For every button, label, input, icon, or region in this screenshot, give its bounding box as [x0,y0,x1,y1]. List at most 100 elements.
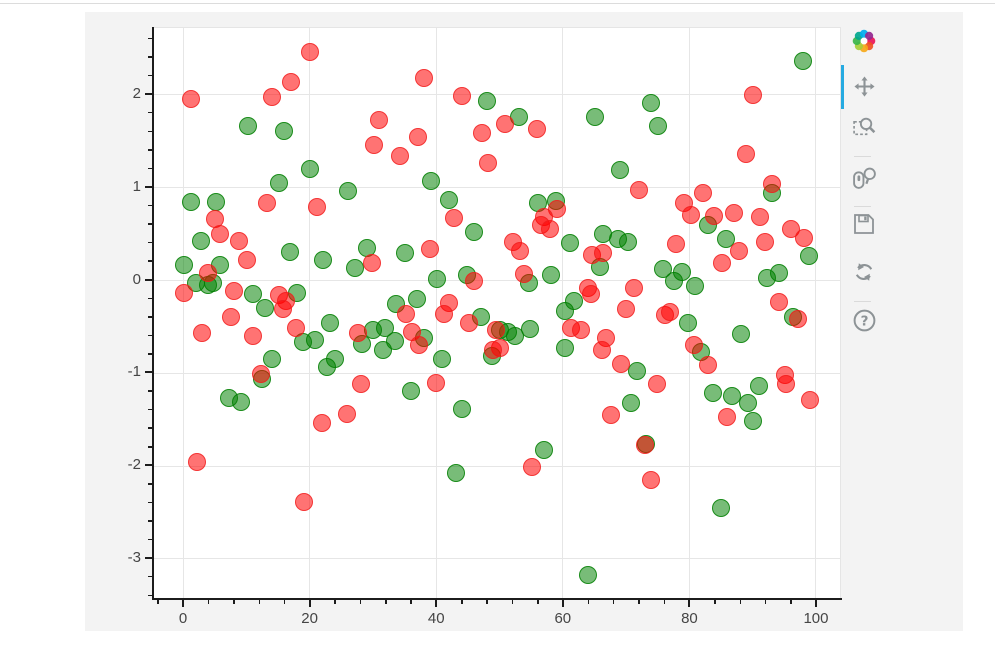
scatter-point-red [282,72,301,91]
x-minor-tick [663,600,666,604]
scatter-point-green [386,331,405,350]
scatter-point-green [744,411,763,430]
y-major-tick [145,464,152,467]
y-minor-tick [148,408,152,411]
x-tick-label: 60 [554,610,572,627]
y-gridline [153,465,840,467]
y-tick-label: 0 [132,270,141,288]
scatter-point-red [483,341,502,360]
scatter-point-red [415,69,434,88]
plot-area[interactable] [153,27,841,598]
scatter-point-red [601,406,620,425]
x-minor-tick [233,600,235,604]
scatter-point-green [800,247,819,266]
scatter-point-green [439,190,458,209]
help-tool-button[interactable]: ? [850,309,878,337]
x-major-tick [182,600,185,607]
save-tool-icon [852,212,876,241]
scatter-point-red [459,314,478,333]
scatter-point-green [174,255,193,274]
scatter-point-red [636,435,655,454]
scatter-point-red [313,414,332,433]
scatter-point-red [763,174,782,193]
scatter-point-green [586,108,605,127]
scatter-point-red [301,43,320,62]
scatter-point-red [294,493,313,512]
y-tick-label: -1 [127,363,141,381]
scatter-point-red [642,471,661,490]
scatter-point-red [794,228,813,247]
scatter-point-red [648,374,667,393]
scatter-point-green [477,92,496,111]
y-major-tick [145,278,152,281]
y-minor-tick [148,297,152,300]
scatter-point-green [627,362,646,381]
scatter-point-red [362,253,381,272]
y-minor-tick [148,334,152,337]
x-major-tick [435,600,438,607]
scatter-point-green [465,223,484,242]
toolbar-separator [854,156,871,157]
scatter-point-green [717,229,736,248]
y-minor-tick [148,594,152,597]
scatter-point-green [686,277,705,296]
x-tick-label: 40 [427,610,445,627]
scatter-point-green [281,242,300,261]
y-minor-tick [148,74,152,77]
x-major-tick [561,600,564,607]
x-major-tick [814,600,817,607]
scatter-point-red [224,281,243,300]
scatter-point-red [465,271,484,290]
y-minor-tick [148,316,152,318]
scatter-point-green [206,192,225,211]
scatter-point-red [193,324,212,343]
scatter-point-red [396,304,415,323]
scatter-point-red [712,253,731,272]
scatter-point-green [320,314,339,333]
wheel-zoom-tool-button[interactable] [850,167,878,195]
scatter-point-red [365,136,384,155]
pan-tool-button[interactable] [850,75,878,103]
scatter-point-green [622,394,641,412]
scatter-point-green [339,182,358,201]
y-minor-tick [148,260,152,262]
page-top-border [0,3,995,4]
scatter-point-green [578,565,597,584]
scatter-point-red [800,391,819,410]
scatter-point-red [510,241,529,260]
scatter-point-red [263,87,282,106]
scatter-point-green [731,325,750,344]
box-zoom-tool-button[interactable] [850,116,878,144]
scatter-point-green [541,265,560,284]
help-tool-icon: ? [852,308,877,338]
y-minor-tick [148,204,152,207]
x-minor-tick [638,600,640,604]
x-minor-tick [410,600,412,604]
scatter-point-green [192,231,211,250]
scatter-point-red [612,355,631,374]
bokeh-logo[interactable] [851,28,877,54]
y-minor-tick [148,149,152,151]
scatter-point-red [370,110,389,129]
scatter-point-green [452,399,471,418]
reset-tool-icon [852,260,876,289]
save-tool-button[interactable] [850,212,878,240]
y-tick-label: 2 [132,84,141,102]
scatter-point-green [520,319,539,338]
y-minor-tick [148,483,152,485]
scatter-point-red [582,285,601,304]
scatter-point-red [755,233,774,252]
x-minor-tick [790,600,792,604]
scatter-point-green [446,463,465,482]
scatter-point-green [794,51,813,70]
x-minor-tick [511,600,514,604]
scatter-point-green [556,302,575,321]
x-gridline [182,28,184,598]
x-minor-tick [764,600,767,604]
reset-tool-button[interactable] [850,260,878,288]
scatter-point-green [232,393,251,412]
x-axis-line [152,598,842,600]
y-minor-tick [148,446,152,448]
y-gridline [153,558,840,560]
